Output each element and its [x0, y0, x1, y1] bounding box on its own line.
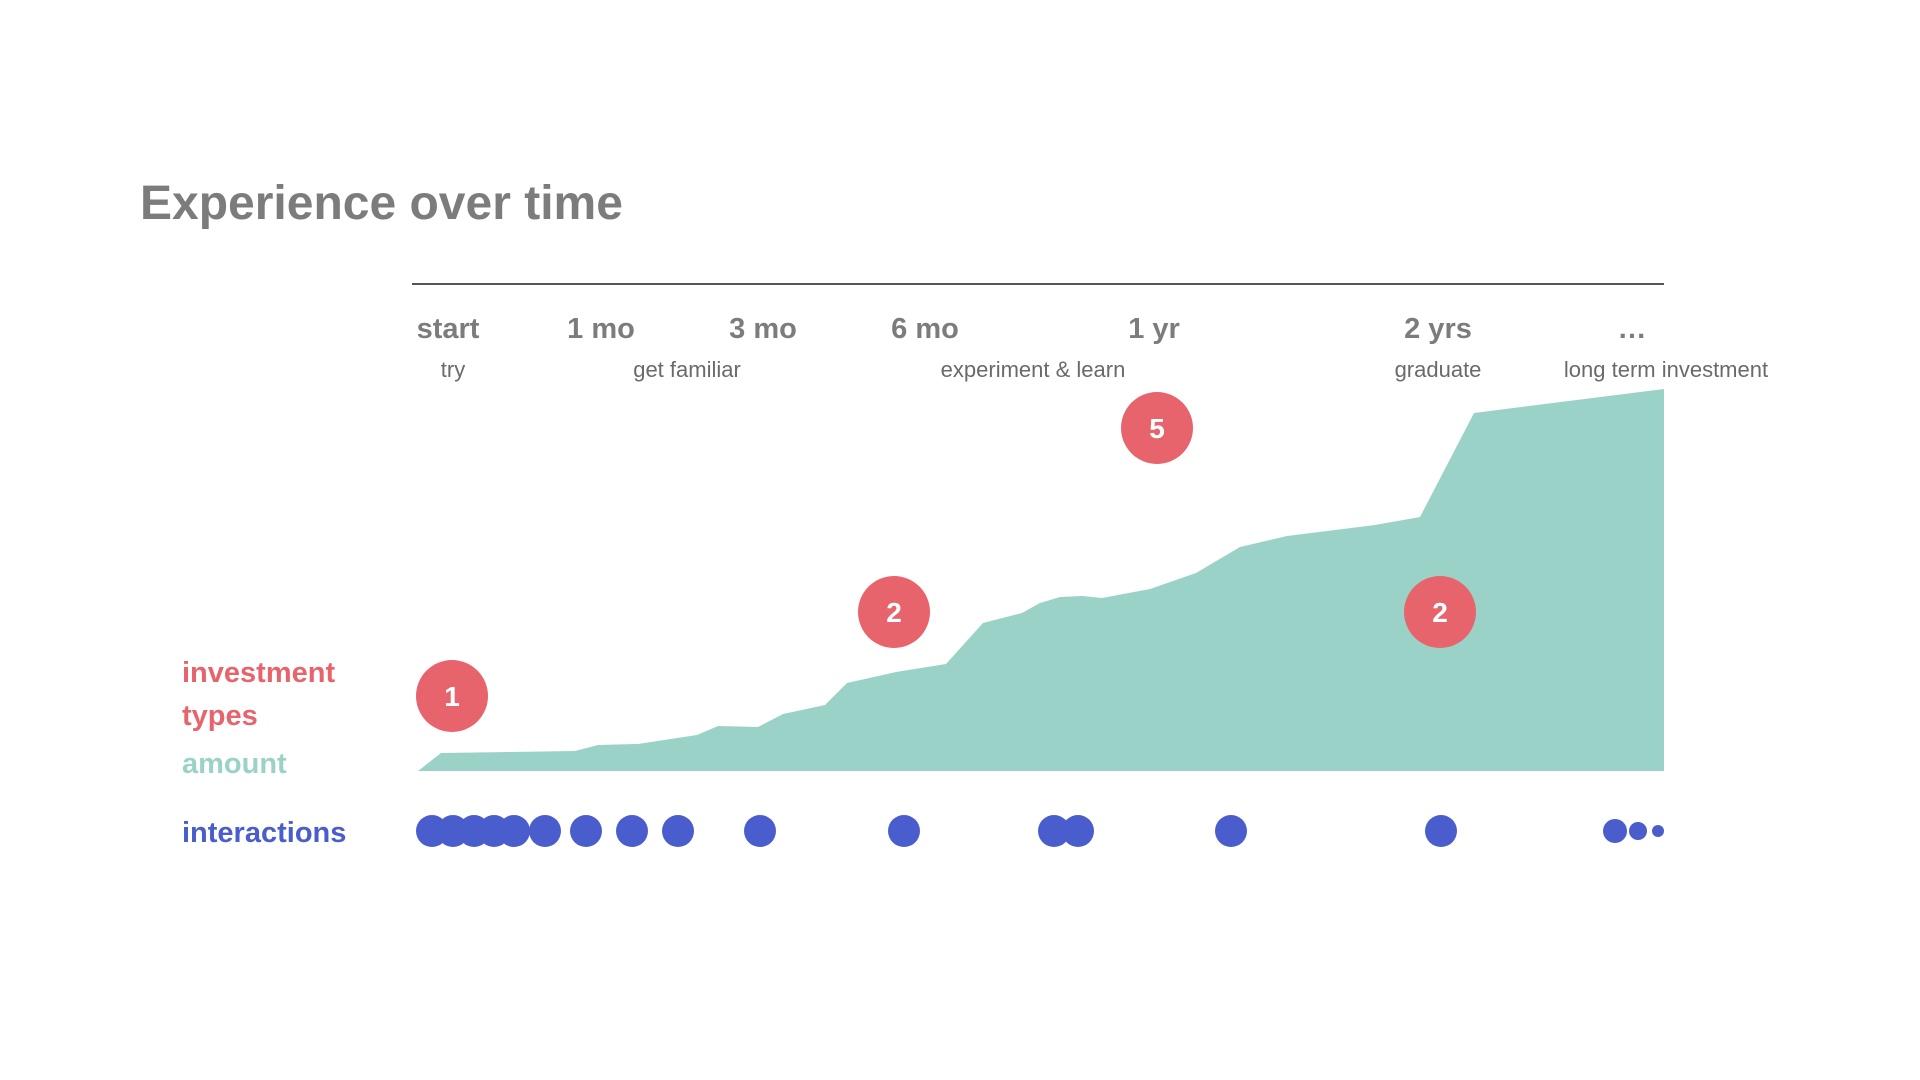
interaction-dot — [1603, 819, 1627, 843]
interaction-dot — [616, 815, 648, 847]
page-title: Experience over time — [140, 177, 623, 230]
svg-text:1: 1 — [444, 681, 460, 712]
investment-badge: 2 — [858, 576, 930, 648]
interaction-dot — [888, 815, 920, 847]
investment-badge: 2 — [1404, 576, 1476, 648]
investment-type-badges: 1 2 5 2 — [416, 392, 1476, 732]
interaction-dot — [529, 815, 561, 847]
legend: investment types amount interactions — [182, 657, 346, 849]
svg-text:2: 2 — [886, 597, 902, 628]
investment-badge: 5 — [1121, 392, 1193, 464]
investment-badge: 1 — [416, 660, 488, 732]
tick-ellipsis: … — [1618, 313, 1647, 345]
interaction-dot — [1038, 815, 1070, 847]
interaction-dot — [1062, 815, 1094, 847]
timeline-ticks: start 1 mo 3 mo 6 mo 1 yr 2 yrs … — [417, 313, 1647, 345]
tick-2-yrs: 2 yrs — [1404, 313, 1472, 345]
phase-get-familiar: get familiar — [633, 357, 741, 382]
phase-try: try — [441, 357, 465, 382]
amount-area — [418, 389, 1664, 771]
tick-start: start — [417, 313, 480, 345]
svg-text:2: 2 — [1432, 597, 1448, 628]
phase-long-term-investment: long term investment — [1564, 357, 1768, 382]
interaction-dot — [570, 815, 602, 847]
interaction-dot — [744, 815, 776, 847]
interaction-dot — [498, 815, 530, 847]
legend-investment-types-line1: investment — [182, 657, 335, 689]
legend-amount: amount — [182, 748, 287, 780]
timeline-phases: try get familiar experiment & learn grad… — [441, 357, 1768, 382]
svg-text:5: 5 — [1149, 413, 1165, 444]
tick-1-yr: 1 yr — [1128, 313, 1180, 345]
interaction-dot — [1425, 815, 1457, 847]
legend-interactions: interactions — [182, 817, 346, 849]
interaction-dot — [1629, 822, 1647, 840]
interaction-dot — [662, 815, 694, 847]
interaction-dot — [1215, 815, 1247, 847]
legend-investment-types-line2: types — [182, 700, 258, 732]
tick-6-mo: 6 mo — [891, 313, 959, 345]
tick-3-mo: 3 mo — [729, 313, 797, 345]
phase-experiment-learn: experiment & learn — [941, 357, 1126, 382]
interaction-dot — [1652, 825, 1664, 837]
interaction-dots — [416, 815, 1664, 847]
phase-graduate: graduate — [1395, 357, 1482, 382]
tick-1-mo: 1 mo — [567, 313, 635, 345]
